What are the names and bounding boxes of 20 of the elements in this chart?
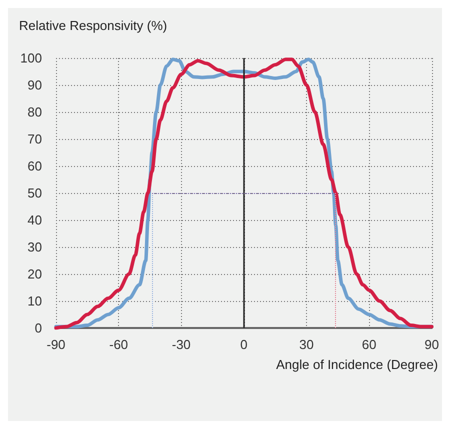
- x-tick-label: -60: [109, 337, 128, 352]
- y-tick-label: 60: [28, 158, 42, 174]
- x-axis-title: Angle of Incidence (Degree): [276, 357, 438, 372]
- y-tick-label: 30: [28, 240, 42, 254]
- y-tick-label: 80: [28, 104, 42, 120]
- x-tick-label: -30: [172, 337, 191, 352]
- x-tick-label: 0: [240, 337, 248, 352]
- y-axis-title: Relative Responsivity (%): [19, 18, 168, 33]
- x-tick-label: 30: [299, 337, 314, 352]
- y-tick-label: 10: [28, 294, 42, 308]
- y-tick-label: 50: [28, 186, 42, 200]
- y-tick-label: 0: [34, 320, 42, 336]
- x-tick-label: 90: [424, 337, 440, 352]
- y-tick-label: 90: [28, 78, 42, 92]
- y-tick-label: 20: [28, 266, 42, 282]
- x-tick-label: -90: [46, 337, 66, 352]
- y-tick-label: 70: [28, 132, 42, 146]
- x-tick-label: 60: [362, 337, 376, 352]
- y-tick-label: 40: [28, 212, 42, 228]
- y-tick-label: 100: [20, 50, 42, 66]
